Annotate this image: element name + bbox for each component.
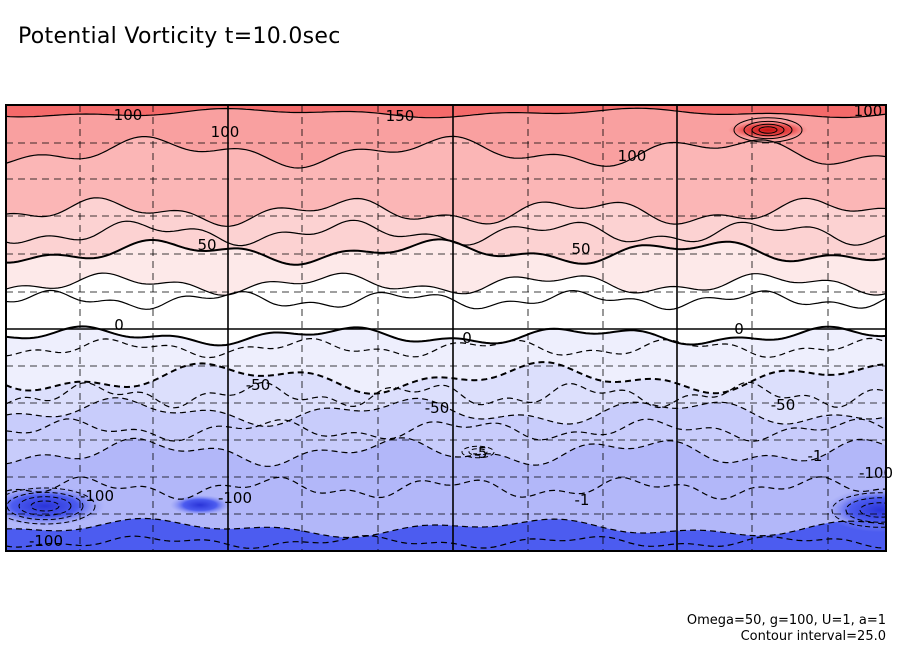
- positive-contour: [6, 107, 886, 119]
- vortex-contour: [733, 117, 803, 143]
- pv-band: [6, 437, 886, 551]
- positive-contour: [6, 289, 886, 311]
- contour-label: -100: [218, 489, 252, 507]
- negative-contour: [6, 517, 886, 539]
- chart-title: Potential Vorticity t=10.0sec: [18, 24, 341, 49]
- contour-label: -100: [29, 532, 63, 550]
- contour-label: -50: [425, 399, 450, 417]
- contour-label: 0: [114, 316, 124, 334]
- contour-labels: 100 100 150 100 100 50 50 0 0 0 -50 -50 -50 -100 -100 -…: [29, 102, 893, 550]
- vortex-blob: [728, 121, 808, 139]
- vortex-contour: [831, 492, 886, 528]
- contour-interval-note: Contour interval=25.0: [740, 629, 886, 644]
- contour-label: -100: [859, 464, 893, 482]
- contour-label: -50: [246, 376, 271, 394]
- contour-label: 100: [854, 102, 883, 120]
- contour-label: -100: [80, 487, 114, 505]
- vortex-contour: [845, 497, 886, 523]
- positive-contour: [6, 135, 886, 169]
- vortex-contour: [743, 120, 793, 140]
- vortex-contour: [30, 500, 60, 512]
- vortex-blob: [170, 495, 230, 515]
- grid-lines: [6, 105, 886, 551]
- negative-contour: [6, 381, 886, 409]
- vortex-contour: [758, 126, 778, 134]
- contour-label: -5: [473, 444, 488, 462]
- contour-label: 100: [114, 106, 143, 124]
- vortex-contour: [6, 487, 96, 525]
- model-parameters: Omega=50, g=100, U=1, a=1: [686, 613, 886, 628]
- positive-contour: [6, 197, 886, 227]
- parameters-legend: Omega=50, g=100, U=1, a=1 Contour interv…: [687, 613, 886, 645]
- vortex-contour: [468, 448, 488, 456]
- pv-band: [6, 518, 886, 551]
- negative-contour: [6, 361, 886, 395]
- contour-label: 100: [618, 147, 647, 165]
- contour-label: 50: [571, 240, 590, 258]
- vortex-contour: [859, 502, 886, 518]
- contour-label: -1: [575, 491, 590, 509]
- vortex-contour: [18, 496, 72, 516]
- vortex-contour: [461, 445, 495, 459]
- negative-contour: [6, 534, 886, 549]
- color-bands: [6, 105, 886, 551]
- vortex-contour: [6, 491, 84, 521]
- contour-label: -50: [771, 396, 796, 414]
- positive-contour: [6, 272, 886, 296]
- contour-label: 50: [197, 236, 216, 254]
- contour-label: 100: [211, 123, 240, 141]
- contour-label: 0: [462, 329, 472, 347]
- contour-label: 0: [734, 320, 744, 338]
- plot-frame: [5, 104, 887, 552]
- negative-contour: [6, 476, 886, 500]
- contour-label: -1: [808, 447, 823, 465]
- contour-label: 150: [386, 107, 415, 125]
